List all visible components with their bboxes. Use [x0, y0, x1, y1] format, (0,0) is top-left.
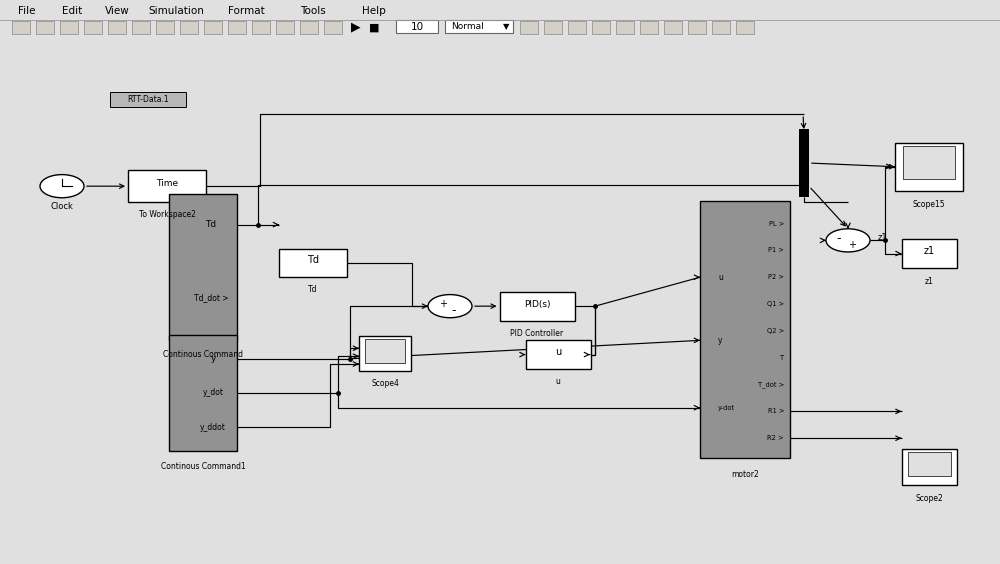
Bar [903, 146, 955, 179]
Bar [324, 21, 342, 34]
Bar [169, 334, 237, 451]
Bar [204, 21, 222, 34]
Text: y_ddot: y_ddot [200, 422, 226, 431]
Text: R1 >: R1 > [768, 408, 784, 415]
Bar [500, 292, 574, 320]
Text: To Workspace2: To Workspace2 [139, 210, 195, 219]
Bar [228, 21, 246, 34]
Text: PID(s): PID(s) [524, 299, 550, 309]
Text: ▼: ▼ [503, 23, 509, 32]
Bar [688, 21, 706, 34]
Bar [902, 449, 957, 484]
Text: T: T [780, 355, 784, 361]
Text: -: - [837, 232, 841, 245]
Text: y: y [210, 354, 216, 363]
Text: z1: z1 [925, 277, 933, 287]
Bar [616, 21, 634, 34]
Bar [84, 21, 102, 34]
Bar [712, 21, 730, 34]
Text: Td: Td [205, 220, 217, 229]
Text: y-dot: y-dot [718, 405, 735, 411]
Text: +: + [848, 240, 856, 250]
Bar [128, 170, 206, 202]
Bar [544, 21, 562, 34]
Text: PL >: PL > [769, 221, 784, 227]
Text: Edit: Edit [62, 6, 82, 16]
Bar [908, 452, 951, 476]
Text: u: u [555, 347, 561, 357]
Bar [252, 21, 270, 34]
Bar [799, 129, 809, 197]
Text: Td: Td [307, 255, 319, 266]
Text: u: u [718, 273, 723, 281]
Text: RTT-Data.1: RTT-Data.1 [127, 95, 169, 104]
Text: Time: Time [156, 179, 178, 187]
Bar [276, 21, 294, 34]
Text: R2 >: R2 > [767, 435, 784, 441]
Text: Tools: Tools [300, 6, 326, 16]
Circle shape [826, 229, 870, 252]
Bar [365, 339, 405, 363]
Text: -: - [452, 305, 456, 318]
Text: u: u [556, 377, 560, 386]
Text: T_dot >: T_dot > [758, 381, 784, 388]
Circle shape [428, 294, 472, 318]
Bar [279, 249, 347, 277]
Text: Format: Format [228, 6, 265, 16]
Text: Continous Command1: Continous Command1 [161, 462, 245, 471]
Text: Q1 >: Q1 > [767, 301, 784, 307]
Bar [156, 21, 174, 34]
Bar [664, 21, 682, 34]
Text: Scope4: Scope4 [371, 380, 399, 388]
Text: Continous Command: Continous Command [163, 350, 243, 359]
Bar [12, 21, 30, 34]
Text: 10: 10 [410, 22, 424, 32]
Bar [895, 143, 963, 191]
Circle shape [40, 175, 84, 198]
Text: y: y [718, 336, 722, 345]
Text: z1: z1 [878, 233, 888, 242]
Bar [132, 21, 150, 34]
Text: Td_dot >: Td_dot > [194, 293, 228, 302]
Text: PID Controller: PID Controller [510, 328, 564, 337]
Bar [902, 239, 957, 268]
Bar [60, 21, 78, 34]
Text: ▶: ▶ [351, 21, 361, 34]
Bar [640, 21, 658, 34]
Text: z1: z1 [923, 246, 935, 256]
Text: Scope2: Scope2 [915, 494, 943, 503]
Text: P1 >: P1 > [768, 248, 784, 253]
Text: ■: ■ [369, 22, 379, 32]
Text: Scope15: Scope15 [913, 200, 945, 209]
Bar [736, 21, 754, 34]
Bar [396, 20, 438, 33]
Bar [110, 92, 186, 107]
Bar [592, 21, 610, 34]
Bar [445, 20, 513, 33]
Text: Help: Help [362, 6, 386, 16]
Text: +: + [439, 299, 447, 309]
Bar [108, 21, 126, 34]
Bar [359, 336, 411, 372]
Text: P2 >: P2 > [768, 274, 784, 280]
Text: File: File [18, 6, 36, 16]
Text: y_dot: y_dot [203, 389, 224, 398]
Text: View: View [105, 6, 130, 16]
Bar [526, 340, 590, 369]
Bar [300, 21, 318, 34]
Bar [36, 21, 54, 34]
Bar [568, 21, 586, 34]
Text: Clock: Clock [51, 202, 73, 211]
Bar [169, 193, 237, 340]
Bar [700, 201, 790, 458]
Bar [520, 21, 538, 34]
Text: Q2 >: Q2 > [767, 328, 784, 334]
Text: motor2: motor2 [731, 470, 759, 479]
Text: Normal: Normal [452, 23, 484, 32]
Text: Simulation: Simulation [148, 6, 204, 16]
Text: Td: Td [308, 285, 318, 294]
Bar [180, 21, 198, 34]
